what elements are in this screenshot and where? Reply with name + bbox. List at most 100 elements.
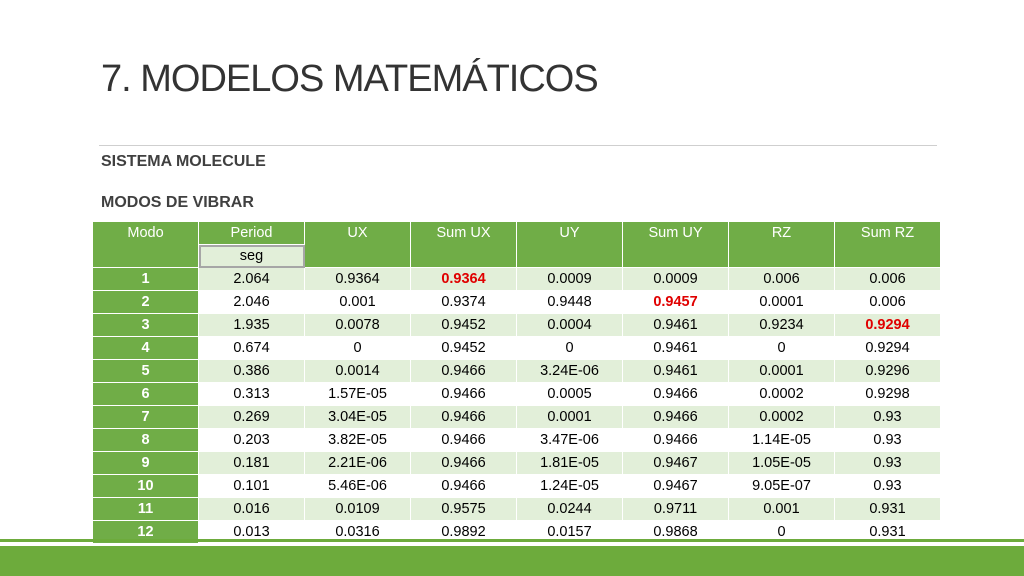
cell-period: 2.064 [198, 267, 305, 291]
table-row: 7 0.269 3.04E-05 0.9466 0.0001 0.9466 0.0002 0.… [92, 405, 941, 429]
cell-sum-rz: 0.006 [834, 267, 941, 291]
cell-sum-ux: 0.9466 [410, 382, 517, 406]
cell-period: 0.101 [198, 474, 305, 498]
cell-uy: 3.47E-06 [516, 428, 623, 452]
footer-bar [0, 546, 1024, 576]
cell-rz: 1.05E-05 [728, 451, 835, 475]
cell-uy: 0.0009 [516, 267, 623, 291]
header-ux: UX [304, 221, 411, 268]
cell-sum-ux: 0.9452 [410, 313, 517, 337]
header-sum-uy: Sum UY [622, 221, 729, 268]
cell-ux: 1.57E-05 [304, 382, 411, 406]
table-row: 8 0.203 3.82E-05 0.9466 3.47E-06 0.9466 1.14E-… [92, 428, 941, 452]
cell-modo: 5 [92, 359, 199, 383]
cell-modo: 4 [92, 336, 199, 360]
cell-rz: 0.006 [728, 267, 835, 291]
cell-sum-uy: 0.9467 [622, 474, 729, 498]
cell-modo: 8 [92, 428, 199, 452]
table-row: 11 0.016 0.0109 0.9575 0.0244 0.9711 0.001 0.93… [92, 497, 941, 521]
cell-sum-uy: 0.9466 [622, 405, 729, 429]
cell-sum-rz: 0.93 [834, 405, 941, 429]
cell-sum-rz: 0.9294 [834, 313, 941, 337]
cell-ux: 0.9364 [304, 267, 411, 291]
cell-rz: 0.9234 [728, 313, 835, 337]
cell-sum-rz: 0.93 [834, 474, 941, 498]
cell-sum-ux: 0.9374 [410, 290, 517, 314]
cell-uy: 0.0244 [516, 497, 623, 521]
cell-modo: 11 [92, 497, 199, 521]
subtitle-system: SISTEMA MOLECULE [101, 153, 266, 170]
header-sum-ux: Sum UX [410, 221, 517, 268]
header-row: Modo Period UX Sum UX UY Sum UY RZ Sum R… [92, 221, 941, 268]
slide-title: 7. MODELOS MATEMÁTICOS [101, 58, 599, 100]
cell-sum-rz: 0.006 [834, 290, 941, 314]
cell-uy: 0.9448 [516, 290, 623, 314]
cell-ux: 0.001 [304, 290, 411, 314]
cell-period: 0.203 [198, 428, 305, 452]
cell-uy: 0.0004 [516, 313, 623, 337]
table-row: 2 2.046 0.001 0.9374 0.9448 0.9457 0.0001 0.006 [92, 290, 941, 314]
cell-period: 2.046 [198, 290, 305, 314]
cell-uy: 1.24E-05 [516, 474, 623, 498]
table-row: 5 0.386 0.0014 0.9466 3.24E-06 0.9461 0.0001 0.… [92, 359, 941, 383]
cell-sum-rz: 0.9298 [834, 382, 941, 406]
cell-uy: 0 [516, 336, 623, 360]
cell-sum-ux: 0.9364 [410, 267, 517, 291]
cell-ux: 0 [304, 336, 411, 360]
cell-modo: 1 [92, 267, 199, 291]
cell-rz: 0.0002 [728, 405, 835, 429]
table-row: 9 0.181 2.21E-06 0.9466 1.81E-05 0.9467 1.05E-… [92, 451, 941, 475]
cell-sum-rz: 0.931 [834, 497, 941, 521]
cell-period: 0.269 [198, 405, 305, 429]
cell-sum-uy: 0.9461 [622, 359, 729, 383]
cell-ux: 2.21E-06 [304, 451, 411, 475]
modes-table: Modo Period UX Sum UX UY Sum UY RZ Sum R… [92, 221, 941, 544]
cell-sum-ux: 0.9466 [410, 428, 517, 452]
cell-period: 1.935 [198, 313, 305, 337]
title-divider [99, 145, 937, 146]
cell-sum-rz: 0.93 [834, 428, 941, 452]
cell-modo: 6 [92, 382, 199, 406]
cell-sum-uy: 0.0009 [622, 267, 729, 291]
table-row: 6 0.313 1.57E-05 0.9466 0.0005 0.9466 0.0002 0.… [92, 382, 941, 406]
cell-uy: 0.0001 [516, 405, 623, 429]
cell-sum-ux: 0.9466 [410, 474, 517, 498]
table-row: 4 0.674 0 0.9452 0 0.9461 0 0.9294 [92, 336, 941, 360]
header-modo: Modo [92, 221, 199, 268]
cell-sum-ux: 0.9452 [410, 336, 517, 360]
cell-sum-uy: 0.9711 [622, 497, 729, 521]
header-rz: RZ [728, 221, 835, 268]
table-row: 10 0.101 5.46E-06 0.9466 1.24E-05 0.9467 9.05E… [92, 474, 941, 498]
cell-sum-ux: 0.9575 [410, 497, 517, 521]
cell-sum-uy: 0.9466 [622, 428, 729, 452]
cell-sum-rz: 0.9294 [834, 336, 941, 360]
cell-rz: 0.0001 [728, 290, 835, 314]
table-body: 1 2.064 0.9364 0.9364 0.0009 0.0009 0.006 0.006… [92, 267, 941, 544]
cell-uy: 0.0005 [516, 382, 623, 406]
cell-period: 0.674 [198, 336, 305, 360]
cell-modo: 9 [92, 451, 199, 475]
cell-rz: 9.05E-07 [728, 474, 835, 498]
cell-modo: 2 [92, 290, 199, 314]
cell-sum-uy: 0.9461 [622, 336, 729, 360]
cell-rz: 0.0002 [728, 382, 835, 406]
cell-modo: 10 [92, 474, 199, 498]
table-row: 1 2.064 0.9364 0.9364 0.0009 0.0009 0.006 0.006 [92, 267, 941, 291]
cell-rz: 0 [728, 336, 835, 360]
cell-ux: 5.46E-06 [304, 474, 411, 498]
unit-row: seg [93, 244, 941, 268]
cell-modo: 3 [92, 313, 199, 337]
cell-ux: 3.04E-05 [304, 405, 411, 429]
cell-period: 0.181 [198, 451, 305, 475]
cell-rz: 0.001 [728, 497, 835, 521]
cell-rz: 1.14E-05 [728, 428, 835, 452]
cell-ux: 3.82E-05 [304, 428, 411, 452]
cell-rz: 0.0001 [728, 359, 835, 383]
cell-period: 0.313 [198, 382, 305, 406]
cell-sum-ux: 0.9466 [410, 451, 517, 475]
cell-sum-rz: 0.9296 [834, 359, 941, 383]
cell-ux: 0.0078 [304, 313, 411, 337]
cell-ux: 0.0109 [304, 497, 411, 521]
header-uy: UY [516, 221, 623, 268]
subtitle-modes: MODOS DE VIBRAR [101, 194, 254, 211]
